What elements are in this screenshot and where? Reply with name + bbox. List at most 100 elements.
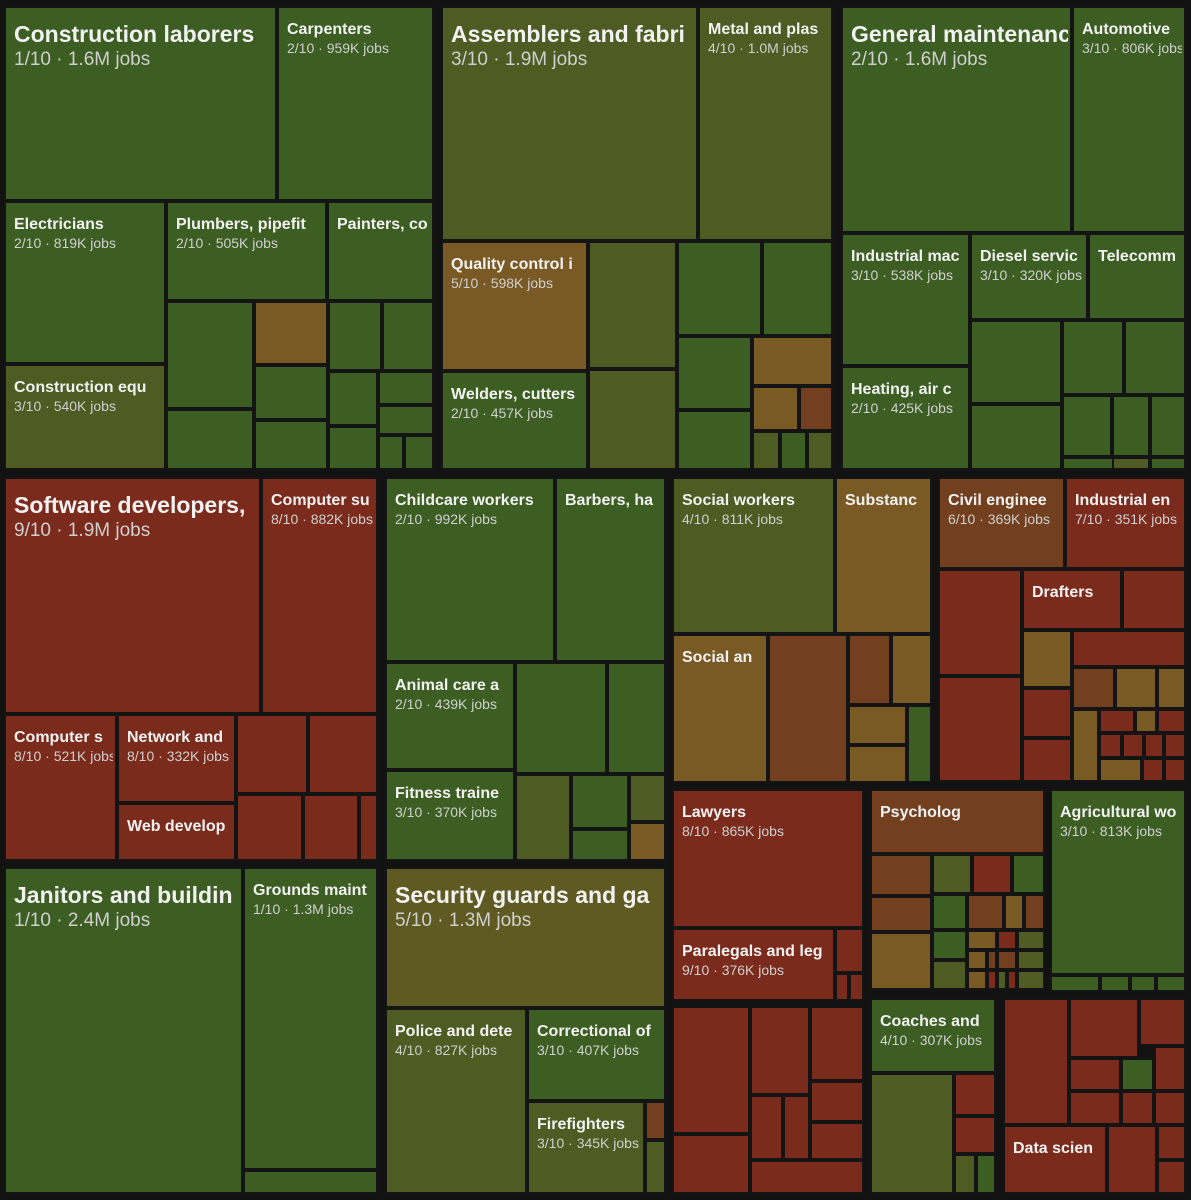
treemap-cell: [976, 1154, 996, 1194]
occupation-label: Paralegals and leg 9/10 · 376K jobs: [682, 942, 831, 980]
occupation-name: Heating, air c: [851, 381, 952, 398]
treemap-cell: [891, 634, 932, 705]
treemap-cell: [382, 301, 434, 371]
treemap-cell: [1072, 709, 1099, 782]
occupation-cell: Construction laborers 1/10 · 1.6M jobs: [4, 6, 277, 201]
treemap-cell: [835, 928, 864, 973]
treemap-cell: [236, 794, 303, 861]
occupation-name: Computer su: [271, 492, 370, 509]
occupation-name: Correctional of: [537, 1023, 651, 1040]
treemap-cell: [1050, 975, 1100, 992]
treemap-cell: [1144, 733, 1164, 758]
occupation-label: Barbers, ha: [565, 491, 662, 510]
occupation-stat: 1/10 · 2.4M jobs: [14, 910, 151, 931]
treemap-cell: [303, 794, 359, 861]
occupation-name: Childcare workers: [395, 492, 534, 509]
treemap-cell: [1072, 630, 1186, 667]
treemap-cell: [1164, 758, 1186, 782]
occupation-cell: Substanc: [835, 477, 932, 634]
occupation-cell: Agricultural wo 3/10 · 813K jobs: [1050, 789, 1186, 975]
treemap-cell: [954, 1116, 996, 1154]
treemap-cell: [1164, 733, 1186, 758]
occupation-stat: 2/10 · 457K jobs: [451, 405, 553, 421]
occupation-name: Substanc: [845, 492, 918, 509]
occupation-label: Industrial en 7/10 · 351K jobs: [1075, 491, 1182, 529]
occupation-stat: 5/10 · 598K jobs: [451, 275, 553, 291]
treemap-cell: [1099, 709, 1135, 733]
occupation-name: Construction laborers: [14, 21, 255, 47]
treemap-cell: [762, 241, 833, 336]
treemap-cell: [1024, 894, 1045, 930]
occupation-name: Industrial en: [1075, 492, 1171, 509]
occupation-stat: 3/10 · 540K jobs: [14, 398, 116, 414]
occupation-stat: 4/10 · 307K jobs: [880, 1032, 982, 1048]
treemap-cell: [1062, 395, 1112, 457]
treemap-cell: [1007, 970, 1017, 990]
treemap-cell: [807, 431, 833, 470]
treemap-cell: [750, 1160, 864, 1194]
occupation-label: Firefighters 3/10 · 345K jobs: [537, 1115, 641, 1153]
treemap-cell: [404, 435, 434, 470]
treemap-cell: [571, 774, 629, 829]
occupation-stat: 1/10 · 1.6M jobs: [14, 49, 151, 70]
treemap-cell: [870, 932, 932, 990]
occupation-name: Fitness traine: [395, 785, 500, 802]
treemap-cell: [1112, 395, 1150, 457]
occupation-name: Diesel servic: [980, 248, 1078, 265]
treemap-cell: [328, 371, 378, 426]
treemap-cell: [752, 336, 833, 386]
treemap-cell: [677, 336, 752, 410]
occupation-stat: 8/10 · 521K jobs: [14, 748, 113, 764]
treemap-cell: [799, 386, 833, 431]
treemap-cell: [359, 794, 378, 861]
treemap-cell: [1069, 1058, 1121, 1091]
treemap-cell: [967, 930, 997, 950]
treemap-cell: [1142, 758, 1164, 782]
occupation-name: Plumbers, pipefit: [176, 216, 306, 233]
treemap-cell: [1072, 667, 1115, 709]
occupation-label: Janitors and buildin 1/10 · 2.4M jobs: [14, 881, 239, 933]
treemap-cell: [987, 950, 997, 970]
treemap-cell: [672, 1006, 750, 1134]
occupation-stat: 4/10 · 1.0M jobs: [708, 40, 809, 56]
occupation-label: Computer s 8/10 · 521K jobs: [14, 728, 113, 766]
treemap-cell: [1022, 738, 1072, 782]
occupation-name: Construction equ: [14, 379, 147, 396]
treemap-cell: [1099, 758, 1142, 782]
treemap-cell: [1157, 1160, 1186, 1194]
treemap-cell: [1121, 1058, 1154, 1091]
occupation-stat: 8/10 · 882K jobs: [271, 511, 373, 527]
occupation-cell: Telecomm: [1088, 233, 1186, 320]
occupation-stat: 1/10 · 1.3M jobs: [253, 901, 354, 917]
treemap-cell: [938, 569, 1022, 676]
treemap-cell: [1135, 709, 1157, 733]
treemap-cell: [1004, 894, 1024, 930]
occupation-label: Agricultural wo 3/10 · 813K jobs: [1060, 803, 1182, 841]
treemap-cell: [750, 1006, 810, 1095]
occupation-cell: Data scien: [1003, 1125, 1107, 1194]
occupation-stat: 5/10 · 1.3M jobs: [395, 910, 532, 931]
treemap-cell: [810, 1081, 864, 1122]
treemap-cell: [848, 634, 891, 705]
occupation-cell: Network and 8/10 · 332K jobs: [117, 714, 236, 803]
occupation-name: Security guards and ga: [395, 882, 650, 908]
occupation-stat: 6/10 · 369K jobs: [948, 511, 1050, 527]
occupation-label: Painters, co: [337, 215, 430, 234]
treemap-cell: [1130, 975, 1156, 992]
treemap-cell: [954, 1073, 996, 1116]
occupation-label: Software developers, 9/10 · 1.9M jobs: [14, 491, 257, 543]
treemap-cell: [907, 705, 932, 783]
occupation-cell: Police and dete 4/10 · 827K jobs: [385, 1008, 527, 1194]
treemap-cell: [645, 1140, 666, 1194]
treemap-cell: [328, 301, 382, 371]
occupation-cell: Barbers, ha: [555, 477, 666, 662]
treemap-cell: [997, 970, 1007, 990]
occupation-stat: 3/10 · 1.9M jobs: [451, 49, 588, 70]
occupation-label: Diesel servic 3/10 · 320K jobs: [980, 247, 1084, 285]
treemap-cell: [870, 896, 932, 932]
occupation-cell: Security guards and ga 5/10 · 1.3M jobs: [385, 867, 666, 1008]
treemap-cell: [378, 371, 434, 405]
treemap-cell: [607, 662, 666, 774]
occupation-name: Industrial mac: [851, 248, 960, 265]
treemap-cell: [1099, 733, 1122, 758]
